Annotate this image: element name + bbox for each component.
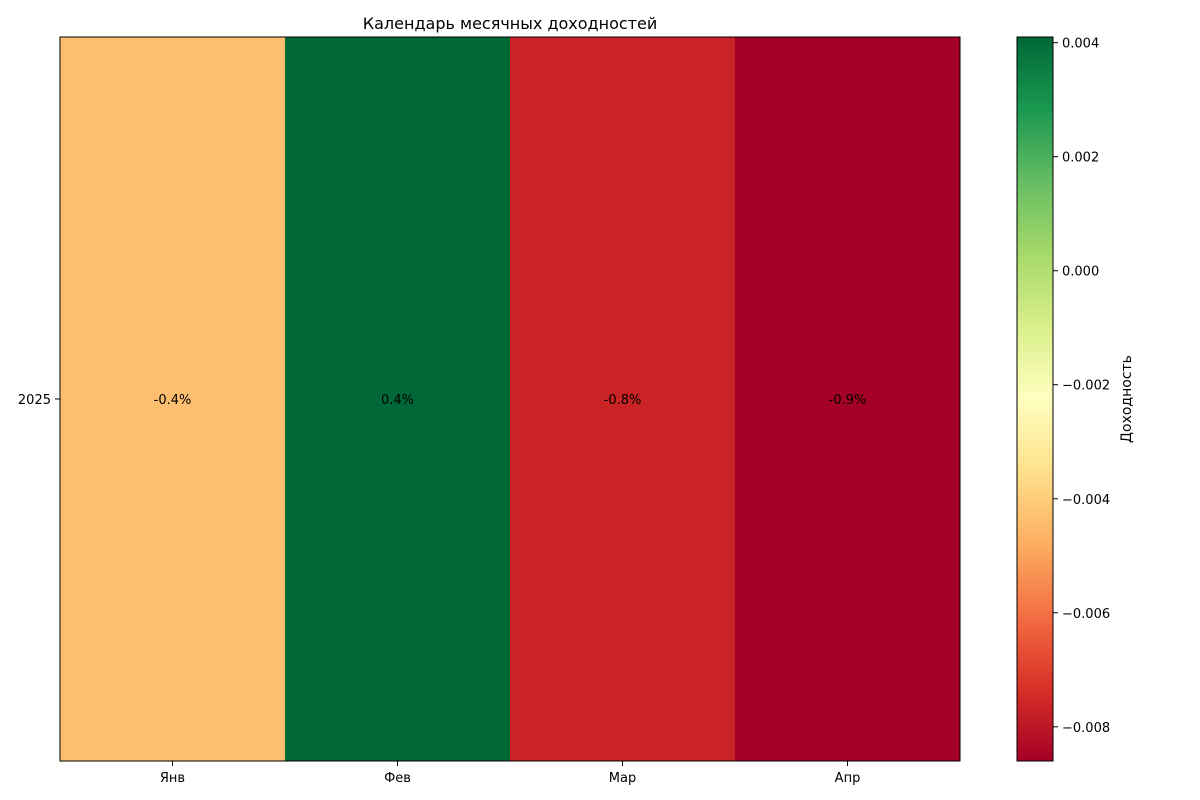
cell-value-label: 0.4% <box>381 393 414 408</box>
colorbar-tick-label: 0.002 <box>1062 151 1099 166</box>
chart-title: Календарь месячных доходностей <box>363 14 657 33</box>
y-axis: 2025 <box>18 393 60 408</box>
cell-value-label: -0.8% <box>604 393 642 408</box>
colorbar-tick-label: 0.004 <box>1062 37 1099 52</box>
x-axis: Янв Фев Мар Апр <box>160 761 860 786</box>
y-tick-label: 2025 <box>18 393 51 408</box>
cell-value-label: -0.9% <box>829 393 867 408</box>
colorbar-ticks: 0.004 0.002 0.000 −0.002 −0.004 −0.006 −0.008 <box>1053 37 1110 736</box>
cell-value-label: -0.4% <box>154 393 192 408</box>
heatmap-cell <box>510 37 736 761</box>
heatmap-cells <box>60 37 961 761</box>
colorbar-tick-label: 0.000 <box>1062 265 1099 280</box>
colorbar-label: Доходность <box>1119 355 1135 443</box>
colorbar-tick-label: −0.008 <box>1062 721 1110 736</box>
heatmap-cell-labels: -0.4% 0.4% -0.8% -0.9% <box>154 393 867 408</box>
x-tick-label: Мар <box>609 771 636 786</box>
x-tick-label: Янв <box>160 771 185 786</box>
colorbar-tick-label: −0.002 <box>1062 379 1110 394</box>
x-tick-label: Фев <box>384 771 411 786</box>
heatmap-cell <box>735 37 961 761</box>
colorbar-tick-label: −0.004 <box>1062 493 1110 508</box>
colorbar <box>1016 36 1054 762</box>
heatmap-cell <box>285 37 511 761</box>
x-tick-label: Апр <box>835 771 861 786</box>
heatmap-cell <box>60 37 286 761</box>
colorbar-tick-label: −0.006 <box>1062 607 1110 622</box>
